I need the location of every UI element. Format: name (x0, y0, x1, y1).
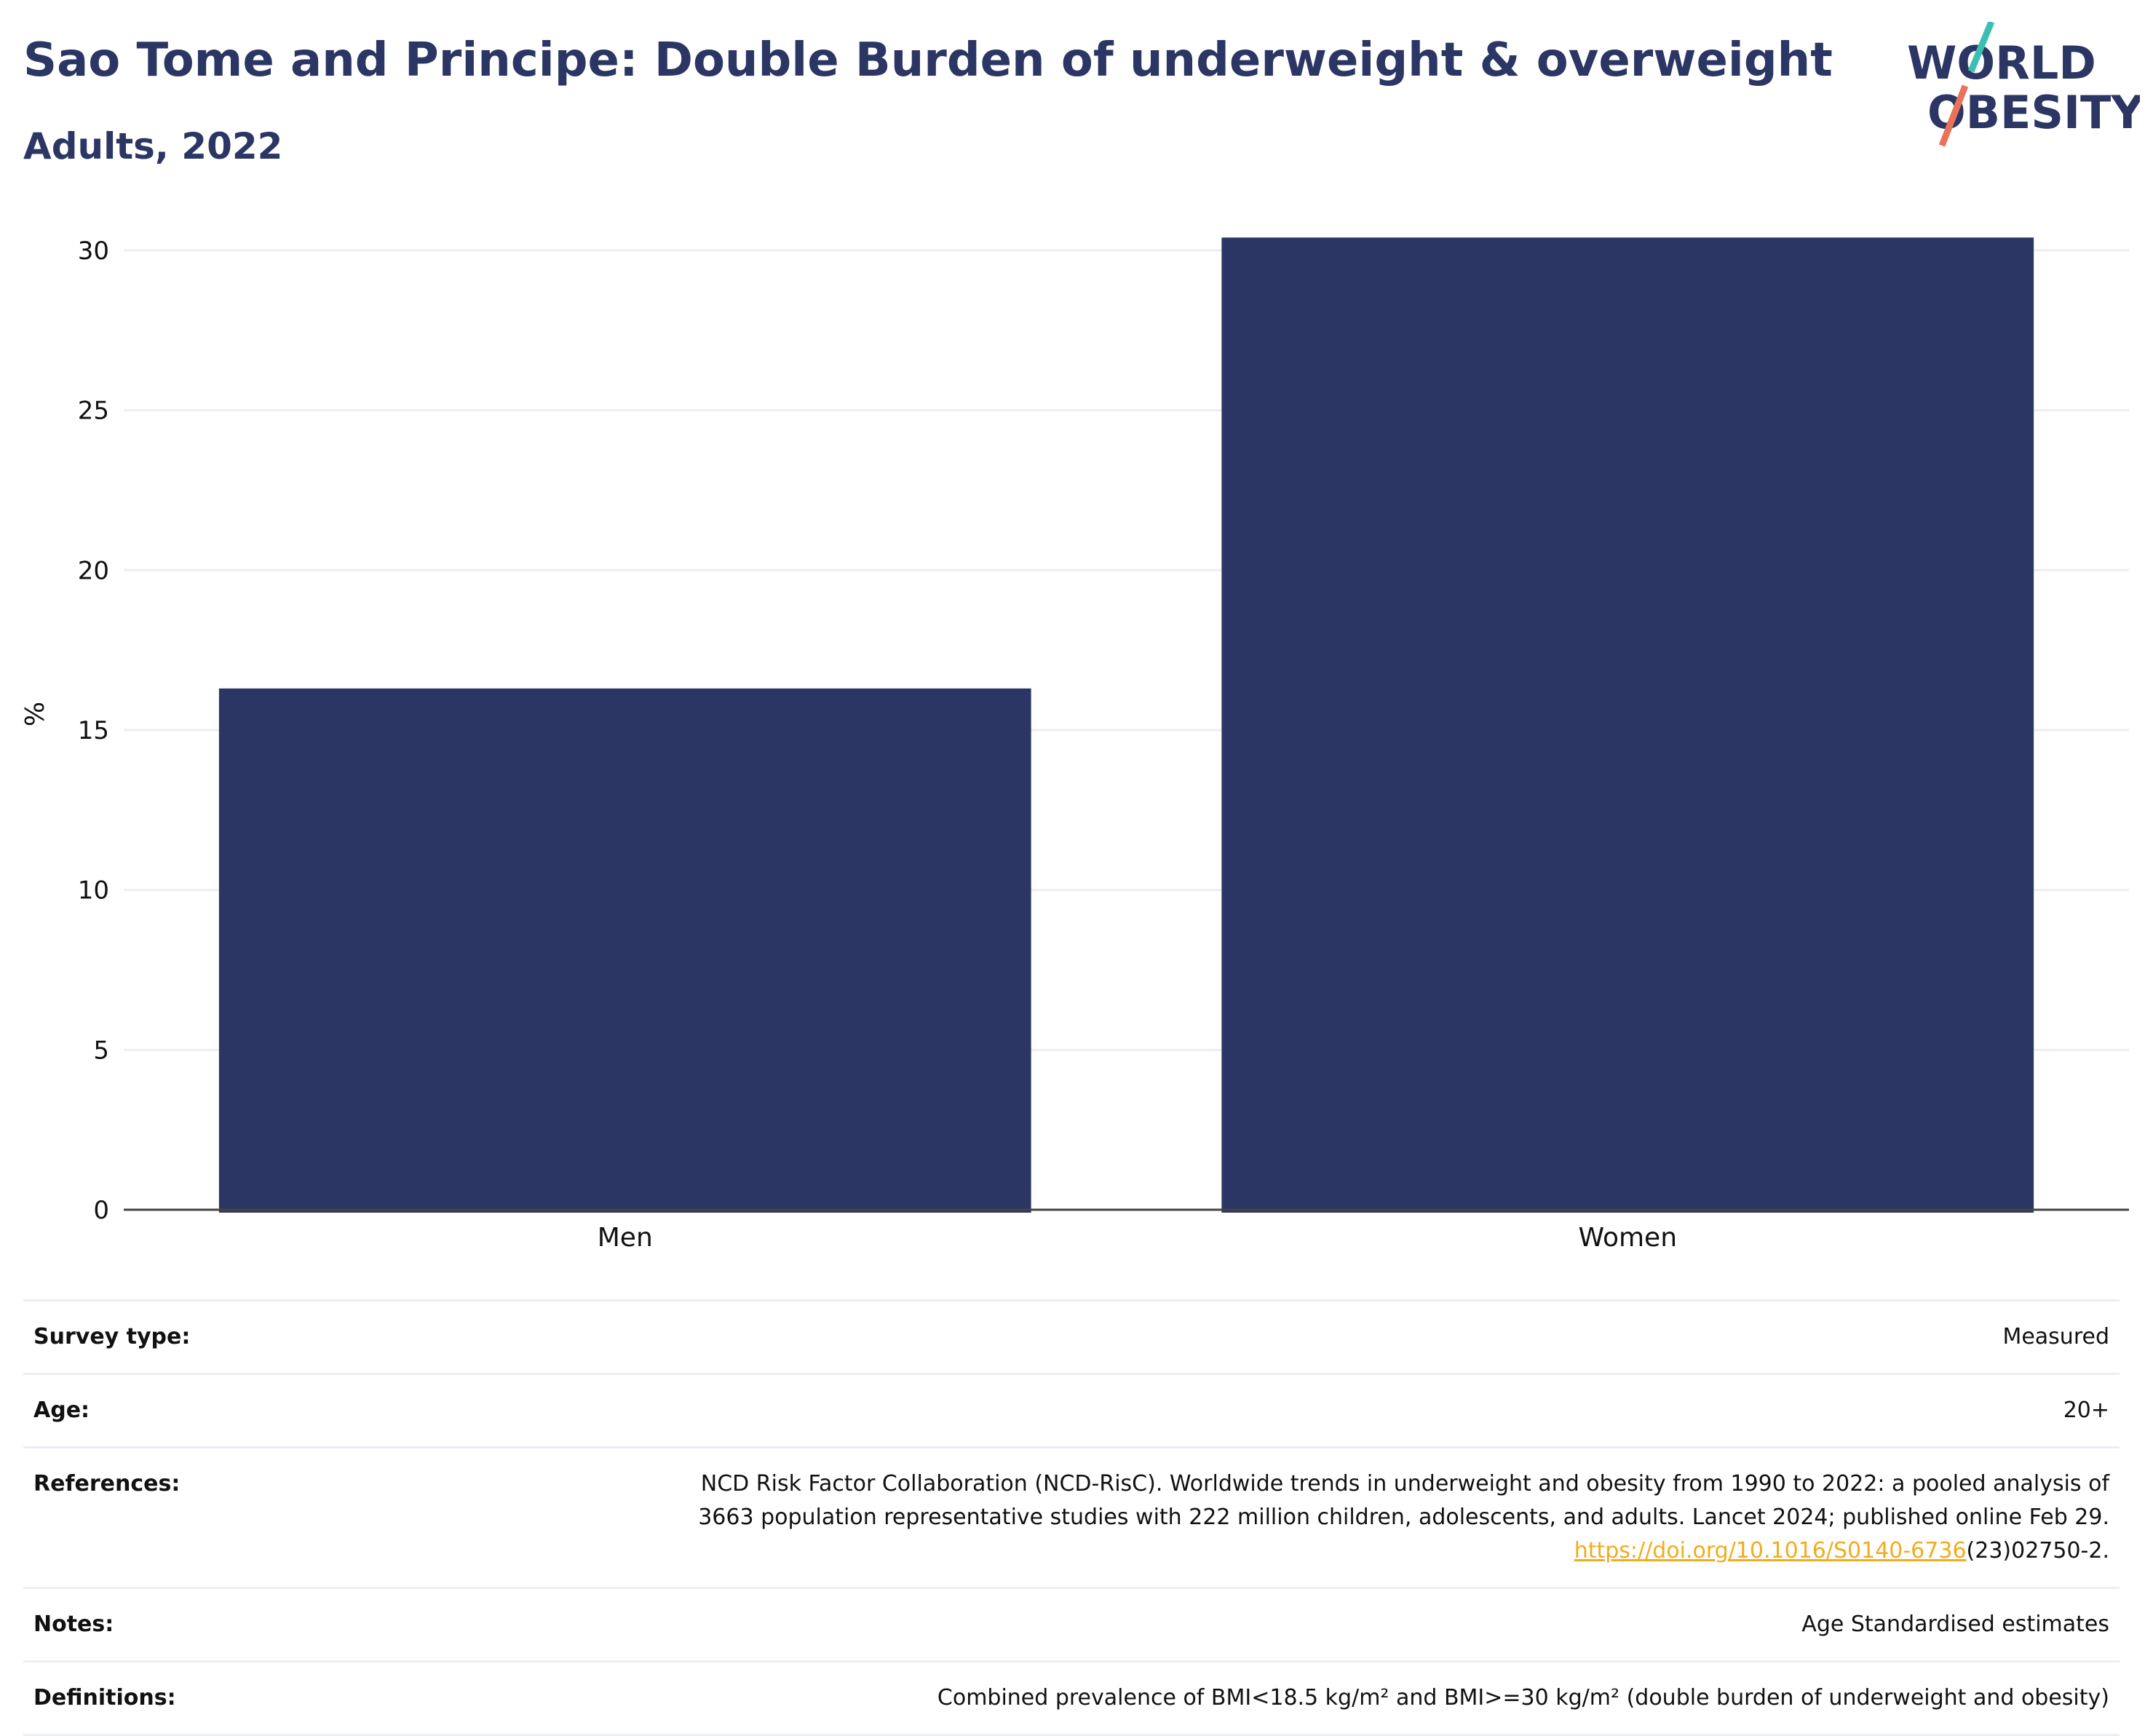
bar-men (218, 688, 1031, 1213)
definitions-label: Definitions: (33, 1685, 176, 1711)
metadata-table: Survey type: Measured Age: 20+ Reference… (23, 1299, 2120, 1736)
meta-row-survey-type: Survey type: Measured (23, 1299, 2120, 1373)
doi-suffix: (23)02750-2. (1966, 1538, 2109, 1563)
bars (218, 237, 2034, 1213)
y-tick-label: 5 (93, 1036, 109, 1065)
doi-link[interactable]: https://doi.org/10.1016/S0140-6736 (1574, 1538, 1967, 1563)
definitions-value: Combined prevalence of BMI<18.5 kg/m² an… (937, 1685, 2109, 1711)
survey-type-value: Measured (2002, 1324, 2109, 1349)
notes-label: Notes: (33, 1612, 114, 1637)
chart-subtitle: Adults, 2022 (23, 125, 283, 167)
references-line1: NCD Risk Factor Collaboration (NCD-RisC)… (700, 1471, 2109, 1497)
age-label: Age: (33, 1398, 90, 1423)
meta-row-definitions: Definitions: Combined prevalence of BMI<… (23, 1660, 2120, 1736)
y-tick-label: 0 (93, 1196, 109, 1225)
age-value: 20+ (2063, 1398, 2109, 1423)
y-tick-label: 25 (78, 397, 109, 426)
y-tick-label: 30 (78, 237, 109, 266)
y-tick-label: 20 (78, 556, 109, 585)
world-obesity-logo: WORLD OBESITY (1907, 22, 2140, 147)
references-line2: 3663 population representative studies w… (698, 1505, 2109, 1530)
y-axis-label: % (20, 702, 50, 726)
logo-accent-coral (1938, 84, 1969, 147)
bar-chart: 0 5 10 15 20 25 30 Men Women % (20, 237, 2129, 1253)
survey-type-label: Survey type: (33, 1324, 191, 1349)
notes-value: Age Standardised estimates (1801, 1612, 2109, 1637)
bar-women (1221, 237, 2034, 1213)
x-tick-labels: Men Women (598, 1223, 1677, 1253)
logo-accent-teal (1967, 22, 1995, 73)
x-tick-label: Women (1578, 1223, 1677, 1253)
meta-row-age: Age: 20+ (23, 1373, 2120, 1446)
y-tick-labels: 0 5 10 15 20 25 30 (78, 237, 109, 1225)
x-tick-label: Men (598, 1223, 653, 1253)
references-value: NCD Risk Factor Collaboration (NCD-RisC)… (397, 1467, 2109, 1568)
meta-row-notes: Notes: Age Standardised estimates (23, 1587, 2120, 1660)
meta-row-references: References: NCD Risk Factor Collaboratio… (23, 1446, 2120, 1587)
chart-title: Sao Tome and Principe: Double Burden of … (23, 33, 1833, 87)
references-label: References: (33, 1471, 181, 1497)
logo-line1: WORLD (1907, 36, 2096, 90)
y-tick-label: 10 (78, 876, 109, 905)
y-tick-label: 15 (78, 716, 109, 745)
